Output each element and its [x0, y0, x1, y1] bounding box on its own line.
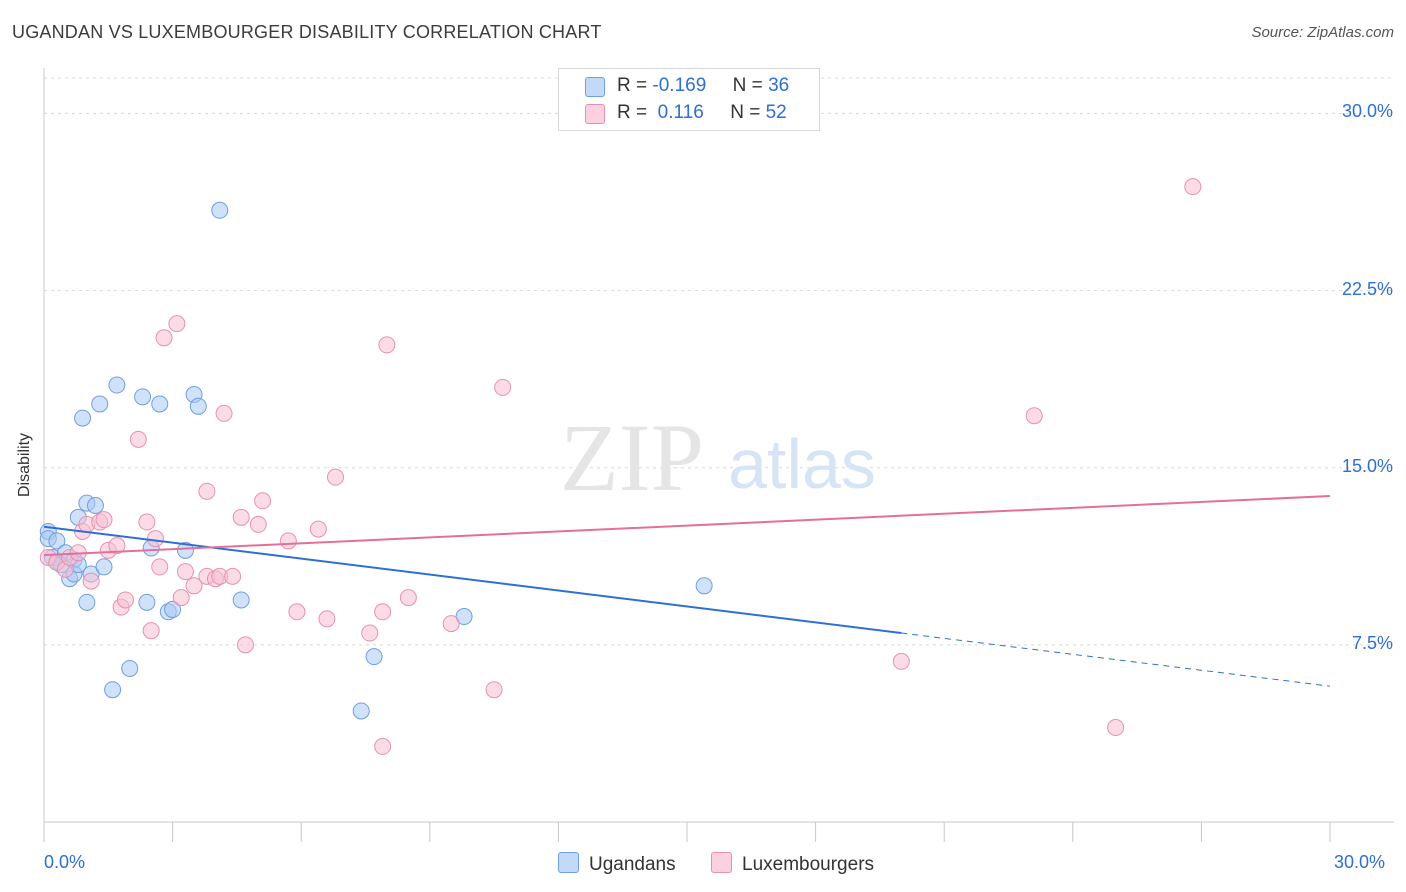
legend-label-ugandans: Ugandans — [589, 854, 676, 875]
legend-swatch-blue — [558, 852, 579, 873]
y-tick-label: 7.5% — [1351, 632, 1393, 653]
luxembourger-point — [198, 482, 216, 500]
luxembourger-point — [378, 336, 396, 354]
luxembourger-point — [142, 622, 160, 640]
x-tick-min: 0.0% — [44, 852, 86, 872]
ugandan-point — [232, 591, 250, 609]
luxembourger-point — [485, 681, 503, 699]
ugandan-point — [211, 201, 229, 219]
luxembourger-point — [442, 615, 460, 633]
legend-r-value: -0.169 — [652, 75, 707, 96]
watermark: ZIP atlas — [560, 404, 876, 511]
ugandan-point — [91, 395, 109, 413]
ugandan-point — [138, 593, 156, 611]
ugandan-point — [151, 395, 169, 413]
legend-r-value: 0.116 — [652, 102, 704, 123]
luxembourger-point — [374, 603, 392, 621]
legend-n-label: N = — [730, 102, 761, 123]
luxembourger-point — [326, 468, 344, 486]
luxembourger-point — [1025, 407, 1043, 425]
ugandan-point — [74, 409, 92, 427]
ugandan-point — [86, 497, 104, 515]
ugandan-point — [455, 608, 473, 626]
legend-r-label: R = — [617, 102, 648, 123]
y-tick-label: 22.5% — [1341, 278, 1393, 299]
luxembourger-point — [892, 652, 910, 670]
ugandan-point — [365, 648, 383, 666]
legend-item-luxembourgers[interactable]: Luxembourgers — [711, 852, 874, 876]
legend-swatch-pink — [711, 852, 732, 873]
source-label: Source: ZipAtlas.com — [1251, 24, 1394, 41]
luxembourger-point — [236, 636, 254, 654]
legend-item-ugandans[interactable]: Ugandans — [558, 852, 676, 876]
legend-n-label: N = — [732, 75, 763, 96]
ugandan-point — [121, 659, 139, 677]
luxembourger-point — [146, 530, 164, 548]
watermark-atlas: atlas — [728, 425, 876, 503]
luxembourger-point — [138, 513, 156, 531]
chart-title: UGANDAN VS LUXEMBOURGER DISABILITY CORRE… — [12, 22, 602, 42]
luxembourger-point — [399, 589, 417, 607]
luxembourger-point — [318, 610, 336, 628]
ugandan-point — [164, 600, 182, 618]
watermark-zip: ZIP — [560, 404, 704, 511]
luxembourger-point — [108, 537, 126, 555]
luxembourger-point — [232, 508, 250, 526]
luxembourger-point — [1184, 178, 1202, 196]
ugandan-point — [134, 388, 152, 406]
luxembourger-point — [151, 558, 169, 576]
legend-r-label: R = — [617, 75, 648, 96]
luxembourger-point — [168, 315, 186, 333]
luxembourger-point — [374, 737, 392, 755]
x-tick-max: 30.0% — [1334, 852, 1386, 872]
luxembourger-point — [249, 515, 267, 533]
ugandan-trend-line — [43, 525, 902, 635]
luxembourger-point — [288, 603, 306, 621]
luxembourger-point — [361, 624, 379, 642]
y-tick-label: 30.0% — [1341, 101, 1393, 122]
luxembourger-point — [95, 511, 113, 529]
luxembourger-point — [129, 430, 147, 448]
ugandan-point — [695, 577, 713, 595]
ugandan-trend-extension — [901, 632, 1331, 687]
ugandan-point — [48, 532, 66, 550]
legend-swatch-pink — [585, 104, 605, 124]
luxembourger-point — [215, 404, 233, 422]
legend-label-luxembourgers: Luxembourgers — [742, 854, 875, 875]
legend-swatch-blue — [585, 77, 605, 97]
ugandan-point — [189, 397, 207, 415]
luxembourger-point — [494, 378, 512, 396]
correlation-legend: R = -0.169 N = 36 R = 0.116 N = 52 — [558, 68, 820, 131]
luxembourger-point — [82, 572, 100, 590]
ugandan-point — [108, 376, 126, 394]
legend-n-value: 52 — [765, 102, 787, 123]
luxembourger-trend-line — [43, 495, 1331, 557]
y-axis-label: Disability — [16, 432, 33, 497]
luxembourger-point — [224, 567, 242, 585]
ugandan-point — [78, 593, 96, 611]
luxembourger-point — [185, 577, 203, 595]
ugandan-point — [95, 558, 113, 576]
ugandan-point — [176, 541, 194, 559]
ugandan-point — [352, 702, 370, 720]
luxembourger-point — [1107, 719, 1125, 737]
luxembourger-point — [254, 492, 272, 510]
legend-n-value: 36 — [768, 75, 790, 96]
y-tick-label: 15.0% — [1341, 455, 1393, 476]
luxembourger-point — [155, 329, 173, 347]
luxembourger-point — [309, 520, 327, 538]
ugandan-point — [104, 681, 122, 699]
luxembourger-point — [279, 532, 297, 550]
luxembourger-point — [116, 591, 134, 609]
luxembourger-point — [172, 589, 190, 607]
luxembourger-point — [176, 563, 194, 581]
